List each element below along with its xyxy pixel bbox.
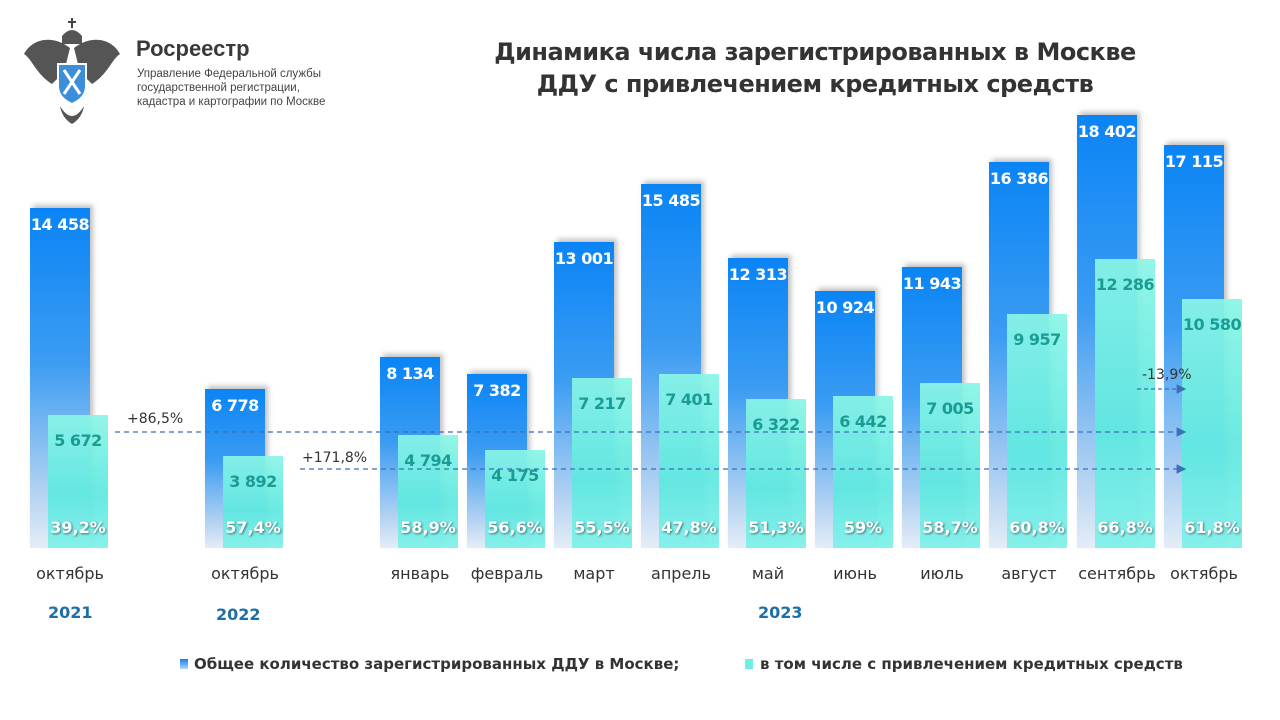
share-label: 59% xyxy=(843,518,883,537)
share-label: 58,9% xyxy=(400,518,456,537)
value-label-total: 17 115 xyxy=(1164,152,1224,172)
value-label-credit: 6 442 xyxy=(839,412,887,432)
category-label: июнь xyxy=(833,564,877,583)
value-label-total: 7 382 xyxy=(473,381,521,401)
legend-swatch-total xyxy=(180,659,188,669)
value-label-total: 13 001 xyxy=(554,249,614,269)
logo-subtitle-line: Управление Федеральной службы xyxy=(137,68,321,80)
value-label-total: 8 134 xyxy=(386,363,434,383)
value-label-total: 16 386 xyxy=(989,169,1049,189)
category-label: июль xyxy=(920,564,964,583)
year-label: 2021 xyxy=(48,603,93,622)
value-label-credit: 7 005 xyxy=(926,399,974,419)
value-label-total: 14 458 xyxy=(30,214,90,234)
share-label: 61,8% xyxy=(1184,518,1240,537)
value-label-credit: 6 322 xyxy=(752,415,800,435)
share-label: 66,8% xyxy=(1097,518,1153,537)
bar-credit xyxy=(833,396,893,548)
value-label-total: 11 943 xyxy=(902,273,962,293)
rosreestr-logo-emblem xyxy=(22,14,122,126)
chart-title-line: Динамика числа зарегистрированных в Моск… xyxy=(494,38,1136,66)
share-label: 51,3% xyxy=(748,518,804,537)
category-label: январь xyxy=(390,564,450,583)
logo-subtitle-line: кадастра и картографии по Москве xyxy=(137,96,326,108)
bar-credit xyxy=(485,449,545,548)
chart-title: Динамика числа зарегистрированных в Моск… xyxy=(430,36,1200,100)
year-label: 2023 xyxy=(758,603,803,622)
value-label-credit: 4 175 xyxy=(491,465,539,485)
legend-credit: в том числе с привлечением кредитных сре… xyxy=(760,655,1183,673)
category-label: апрель xyxy=(651,564,711,583)
value-label-credit: 12 286 xyxy=(1095,274,1155,294)
bar-credit xyxy=(920,383,980,548)
category-label: февраль xyxy=(470,564,544,583)
value-label-total: 10 924 xyxy=(815,297,875,317)
bar-credit xyxy=(223,456,283,548)
value-label-total: 18 402 xyxy=(1077,122,1137,141)
bar-credit xyxy=(659,373,719,548)
chart-title-line: ДДУ с привлечением кредитных средств xyxy=(536,70,1094,98)
value-label-credit: 5 672 xyxy=(54,430,102,450)
value-label-credit: 10 580 xyxy=(1182,315,1242,335)
share-label: 56,6% xyxy=(487,518,543,537)
legend-total: Общее количество зарегистрированных ДДУ … xyxy=(194,655,680,673)
share-label: 55,5% xyxy=(574,518,630,537)
category-label: октябрь xyxy=(1170,564,1238,583)
category-label: август xyxy=(1001,564,1057,583)
share-label: 58,7% xyxy=(922,518,978,537)
share-label: 39,2% xyxy=(50,518,106,537)
value-label-credit: 3 892 xyxy=(229,472,277,492)
category-label: март xyxy=(573,564,615,583)
value-label-credit: 7 217 xyxy=(578,394,626,414)
value-label-credit: 7 401 xyxy=(665,389,713,409)
bar-credit xyxy=(572,378,632,548)
legend-swatch-credit xyxy=(745,659,753,669)
year-label: 2022 xyxy=(216,605,261,624)
logo-title: Росреестр xyxy=(136,36,250,61)
bar-credit xyxy=(1095,258,1155,548)
value-label-total: 12 313 xyxy=(728,265,788,285)
bar-credit xyxy=(1182,299,1242,548)
category-label: октябрь xyxy=(36,564,104,583)
value-label-credit: 9 957 xyxy=(1013,329,1061,349)
value-label-total: 15 485 xyxy=(641,190,701,210)
value-label-credit: 4 794 xyxy=(404,451,452,471)
value-label-total: 6 778 xyxy=(211,395,259,415)
bar-credit xyxy=(398,435,458,548)
share-label: 47,8% xyxy=(661,518,717,537)
logo-subtitle: Управление Федеральной службы государств… xyxy=(137,67,377,109)
share-label: 57,4% xyxy=(225,518,281,537)
annotation-13-9: -13,9% xyxy=(1142,367,1192,383)
annotation-86-5: +86,5% xyxy=(127,411,184,427)
annotation-171-8: +171,8% xyxy=(302,450,368,466)
bar-credit xyxy=(48,414,108,548)
share-label: 60,8% xyxy=(1009,518,1065,537)
category-label: октябрь xyxy=(211,564,279,583)
bar-credit xyxy=(1007,313,1067,548)
logo-subtitle-line: государственной регистрации, xyxy=(137,82,300,94)
bar-credit xyxy=(746,399,806,548)
category-label: май xyxy=(751,564,785,583)
category-label: сентябрь xyxy=(1078,564,1156,583)
